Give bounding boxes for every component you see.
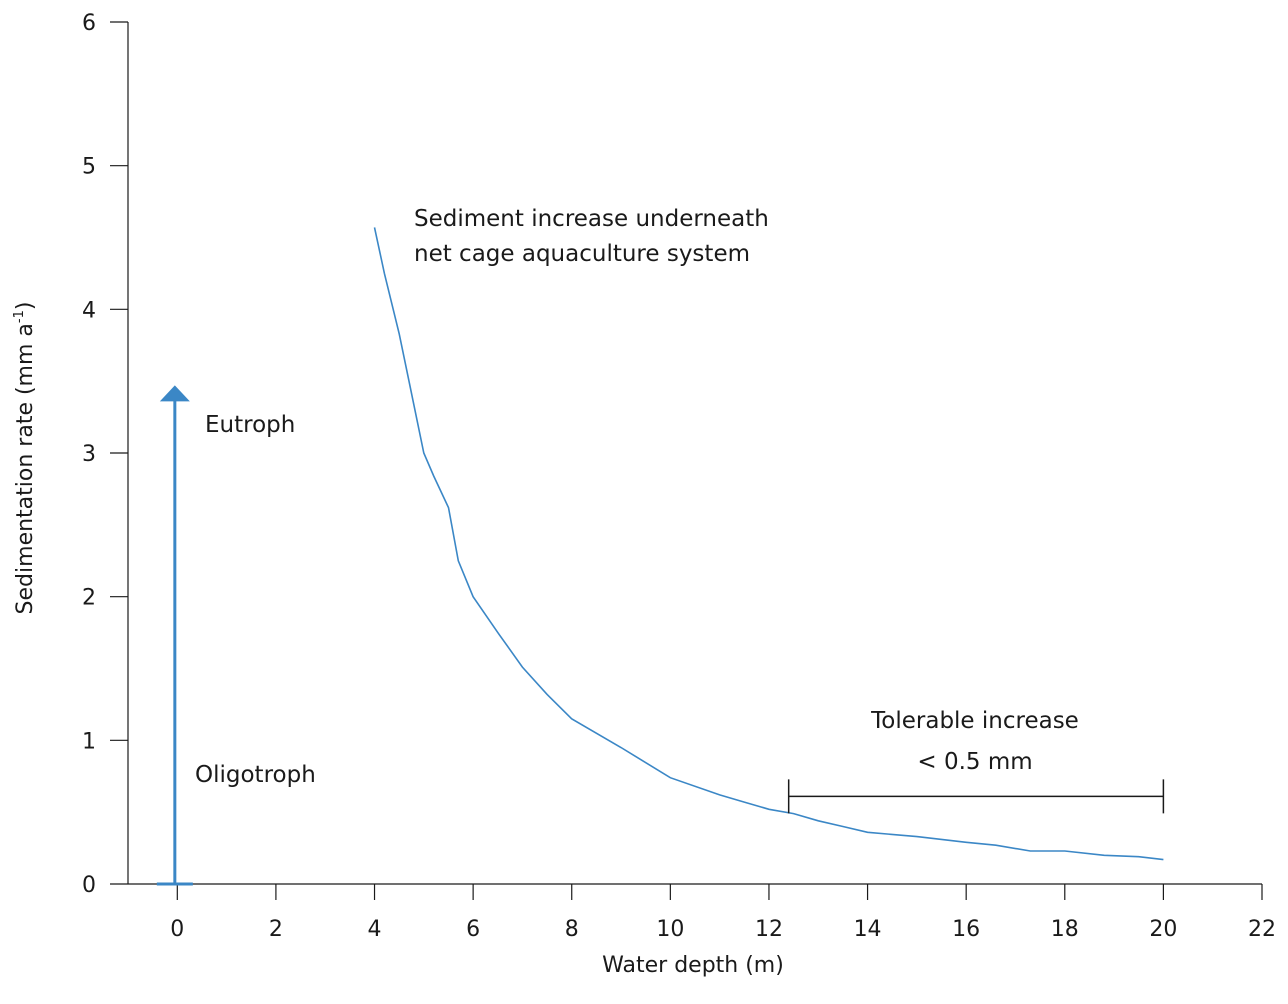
x-tick-label: 14 [854,917,882,942]
x-axis-ticks: 0 2 4 6 8 10 12 14 16 18 20 22 [170,884,1276,942]
x-tick-label: 8 [565,917,579,942]
tolerable-range-bracket [787,779,1165,814]
y-tick-label: 2 [82,586,96,611]
y-tick-label: 1 [82,729,96,754]
y-axis-title: Sedimentation rate (mm a-1) [12,302,38,615]
y-tick-label: 6 [82,11,96,36]
x-tick-label: 2 [269,917,283,942]
y-tick-label: 4 [82,298,96,323]
series-line-sediment-increase [373,227,1164,861]
oligotroph-label: Oligotroph [195,762,316,788]
x-tick-label: 4 [368,917,382,942]
y-axis-title-superscript: -1 [12,310,27,323]
x-tick-label: 10 [656,917,684,942]
x-tick-label: 20 [1149,917,1177,942]
x-tick-label: 22 [1248,917,1276,942]
tolerable-threshold-label: < 0.5 mm [917,749,1032,775]
x-axis-title: Water depth (m) [602,953,784,978]
x-tick-label: 18 [1051,917,1079,942]
eutroph-label: Eutroph [205,412,295,438]
curve-label-line2: net cage aquaculture system [414,241,750,267]
y-tick-label: 0 [82,873,96,898]
y-tick-label: 5 [82,155,96,180]
x-tick-label: 12 [755,917,783,942]
tolerable-increase-label: Tolerable increase [870,708,1079,734]
arrow-head [159,385,190,402]
y-tick-label: 3 [82,442,96,467]
x-tick-label: 6 [466,917,480,942]
curve-label-line1: Sediment increase underneath [414,206,769,232]
axes [127,22,1262,885]
y-axis-ticks: 0 1 2 3 4 5 6 [82,11,128,898]
trophic-arrow [156,385,193,886]
x-tick-label: 0 [170,917,184,942]
x-tick-label: 16 [952,917,980,942]
